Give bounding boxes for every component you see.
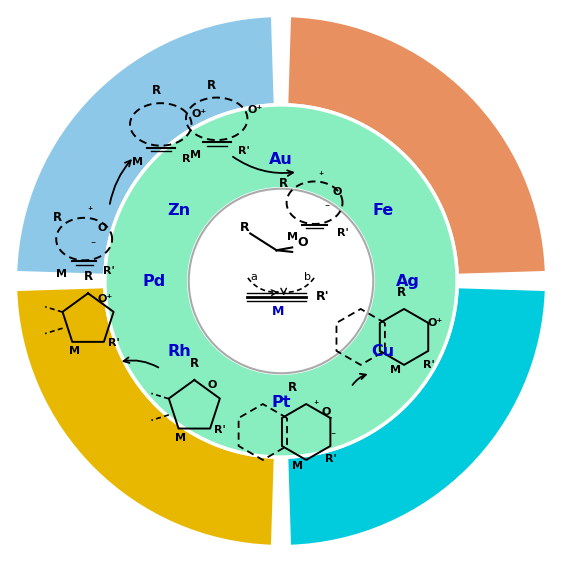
Text: Fe: Fe xyxy=(372,203,393,218)
Wedge shape xyxy=(105,105,457,457)
Text: M: M xyxy=(272,305,284,318)
Text: ⁻: ⁻ xyxy=(330,431,336,441)
Text: ⁺: ⁺ xyxy=(314,401,319,410)
Text: M: M xyxy=(69,346,80,356)
Text: M: M xyxy=(190,150,201,160)
Text: O⁺: O⁺ xyxy=(427,318,442,328)
Text: O: O xyxy=(321,407,330,418)
Text: M: M xyxy=(132,157,143,167)
Text: Au: Au xyxy=(269,152,293,166)
Text: M: M xyxy=(56,269,67,279)
Text: R': R' xyxy=(214,425,226,434)
Text: R: R xyxy=(190,357,199,370)
Text: M: M xyxy=(292,460,303,470)
Text: R: R xyxy=(152,84,161,97)
Text: Ag: Ag xyxy=(396,274,419,288)
Text: R: R xyxy=(288,380,297,394)
Text: R: R xyxy=(84,270,93,283)
Text: b: b xyxy=(305,271,311,282)
Wedge shape xyxy=(287,16,546,275)
Text: R: R xyxy=(206,79,216,92)
Text: ⁻: ⁻ xyxy=(90,239,95,250)
Text: R': R' xyxy=(182,154,193,164)
Text: O⁺: O⁺ xyxy=(191,110,206,119)
Text: R': R' xyxy=(316,290,330,303)
Text: Pd: Pd xyxy=(143,274,166,288)
Wedge shape xyxy=(287,287,546,546)
Text: Pt: Pt xyxy=(271,396,291,410)
Text: R': R' xyxy=(423,360,435,370)
Text: O⁺: O⁺ xyxy=(247,106,262,115)
Text: Cu: Cu xyxy=(371,344,395,359)
Text: R': R' xyxy=(103,266,115,277)
Text: R: R xyxy=(279,176,288,189)
Text: ⁺: ⁺ xyxy=(319,171,324,181)
Text: Rh: Rh xyxy=(167,344,191,359)
Text: Zn: Zn xyxy=(167,203,191,218)
Text: R: R xyxy=(240,221,250,234)
Text: O⁺: O⁺ xyxy=(98,294,113,303)
Text: a: a xyxy=(251,271,257,282)
Text: R': R' xyxy=(238,146,250,156)
Text: R: R xyxy=(397,285,406,298)
Text: O: O xyxy=(97,223,107,233)
Text: M: M xyxy=(175,433,187,443)
Text: R': R' xyxy=(325,454,337,464)
Text: R': R' xyxy=(337,229,348,238)
Text: O: O xyxy=(332,187,342,197)
Text: M: M xyxy=(287,232,298,242)
Text: ⁺: ⁺ xyxy=(87,206,92,216)
Text: R: R xyxy=(53,211,62,224)
Wedge shape xyxy=(16,16,275,275)
Circle shape xyxy=(189,189,373,373)
Wedge shape xyxy=(16,287,275,546)
Text: M: M xyxy=(390,365,401,375)
Text: ⁻: ⁻ xyxy=(324,203,329,214)
Text: O: O xyxy=(297,237,307,250)
Text: R': R' xyxy=(108,338,120,348)
Text: O: O xyxy=(207,380,216,391)
